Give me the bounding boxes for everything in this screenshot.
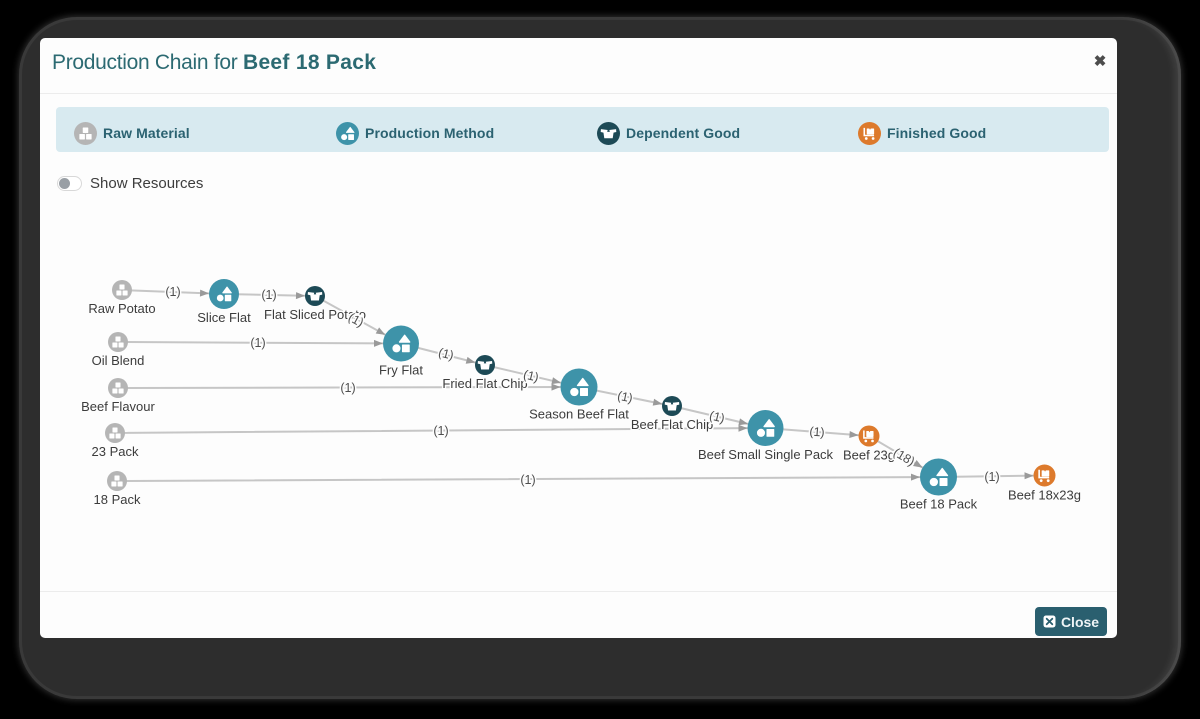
svg-text:(1): (1) bbox=[809, 424, 825, 439]
svg-text:(1): (1) bbox=[433, 424, 448, 438]
svg-text:Flat Sliced Potato: Flat Sliced Potato bbox=[264, 307, 366, 322]
svg-text:Beef Flat Chip: Beef Flat Chip bbox=[631, 417, 713, 432]
svg-text:(1): (1) bbox=[522, 367, 540, 384]
svg-text:Beef 18 Pack: Beef 18 Pack bbox=[900, 497, 978, 512]
svg-text:(1): (1) bbox=[165, 285, 180, 299]
svg-text:(1): (1) bbox=[616, 389, 634, 406]
svg-text:23 Pack: 23 Pack bbox=[92, 444, 139, 459]
svg-text:Fry Flat: Fry Flat bbox=[379, 363, 423, 378]
svg-text:(18): (18) bbox=[891, 445, 917, 468]
svg-text:Beef Small Single Pack: Beef Small Single Pack bbox=[698, 447, 834, 462]
svg-text:Beef 23g: Beef 23g bbox=[843, 448, 895, 463]
svg-text:Raw Potato: Raw Potato bbox=[88, 301, 155, 316]
svg-text:18 Pack: 18 Pack bbox=[94, 492, 141, 507]
svg-text:(1): (1) bbox=[520, 473, 535, 487]
svg-text:(1): (1) bbox=[437, 345, 455, 362]
svg-text:Beef 18x23g: Beef 18x23g bbox=[1008, 488, 1081, 503]
svg-text:(1): (1) bbox=[261, 288, 276, 302]
svg-text:Slice Flat: Slice Flat bbox=[197, 310, 251, 325]
svg-text:(1): (1) bbox=[984, 470, 999, 484]
svg-text:Beef Flavour: Beef Flavour bbox=[81, 399, 155, 414]
svg-text:Season Beef Flat: Season Beef Flat bbox=[529, 407, 629, 422]
svg-text:(1): (1) bbox=[340, 381, 355, 395]
svg-text:Oil Blend: Oil Blend bbox=[92, 353, 145, 368]
svg-text:Fried Flat Chip: Fried Flat Chip bbox=[442, 376, 527, 391]
svg-text:(1): (1) bbox=[708, 408, 726, 425]
svg-text:(1): (1) bbox=[250, 336, 265, 350]
